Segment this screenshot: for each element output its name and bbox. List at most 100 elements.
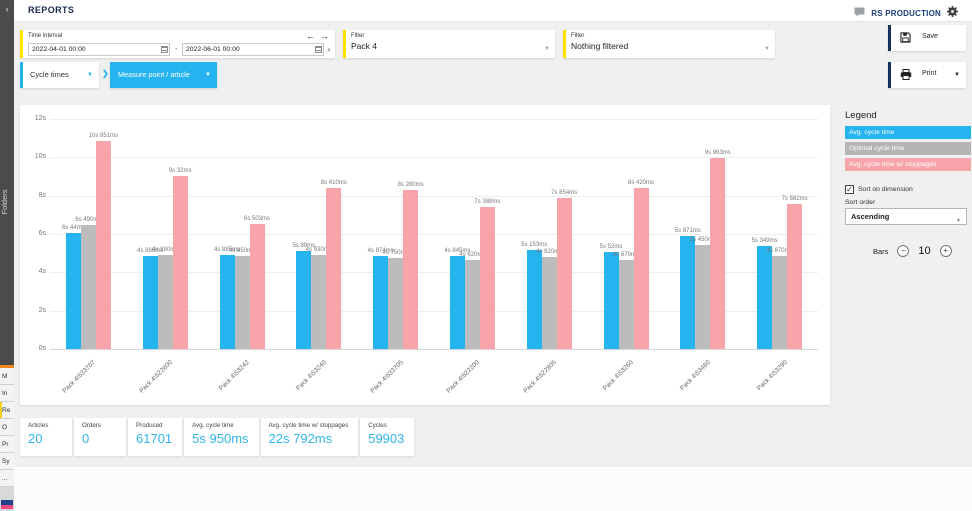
sidebar-tab-re[interactable]: Re <box>0 402 14 419</box>
gear-icon[interactable] <box>947 4 958 22</box>
x-axis-category-label: Pack 4\522200 <box>445 359 482 395</box>
bar-avg-cycle-time-w-stoppages[interactable] <box>479 207 495 349</box>
sidebar-tab-pr[interactable]: Pr <box>0 436 14 453</box>
bar-optimal-cycle-time[interactable] <box>80 224 96 349</box>
bar-avg-cycle-time-w-stoppages[interactable] <box>249 224 265 349</box>
bar-avg-cycle-time-w-stoppages[interactable] <box>633 187 649 349</box>
stat-card: Avg. cycle time w/ stoppages 22s 792ms <box>260 418 359 456</box>
checkbox-icon[interactable]: ✓ <box>845 185 854 194</box>
bars-value: 10 <box>918 245 931 257</box>
save-button[interactable]: Save <box>888 25 966 51</box>
calendar-icon[interactable] <box>315 46 322 53</box>
sidebar-tab-m[interactable]: M <box>0 368 14 385</box>
filter-label: Filter <box>351 33 365 39</box>
bar-avg-cycle-time[interactable] <box>603 252 619 349</box>
filter-dropdown-icon[interactable]: ▼ <box>764 46 770 52</box>
bar-optimal-cycle-time[interactable] <box>234 256 250 349</box>
bar-avg-cycle-time-w-stoppages[interactable] <box>710 158 726 349</box>
pack-filter-card[interactable]: Filter Pack 4 ▼ <box>343 30 555 58</box>
bar-avg-cycle-time[interactable] <box>373 255 389 349</box>
filter-accent-bar <box>343 30 346 58</box>
sort-order-select[interactable]: Ascending ▼ <box>845 208 967 225</box>
bar-optimal-cycle-time[interactable] <box>388 257 404 349</box>
bar-optimal-cycle-time[interactable] <box>464 260 480 349</box>
bar-value-label: 4s 885ms <box>213 247 241 254</box>
bar-avg-cycle-time[interactable] <box>757 246 773 349</box>
expand-sidebar-icon[interactable]: › <box>5 4 9 14</box>
bar-optimal-cycle-time[interactable] <box>311 254 327 349</box>
extra-filter-card[interactable]: Filter Nothing filtered ▼ <box>563 30 775 58</box>
decrease-bars-button[interactable]: − <box>897 245 910 257</box>
bar-value-label: 4s 620ms <box>459 252 486 259</box>
bar-avg-cycle-time-w-stoppages[interactable] <box>326 187 342 349</box>
bar-optimal-cycle-time[interactable] <box>695 244 711 349</box>
bar-value-label: 4s 874ms <box>367 247 394 254</box>
bar-optimal-cycle-time[interactable] <box>618 259 634 349</box>
legend-item[interactable]: Avg. cycle time <box>845 126 971 139</box>
date-from-input[interactable] <box>28 43 170 56</box>
sidebar-tab-o[interactable]: O <box>0 419 14 436</box>
date-to-input[interactable] <box>182 43 324 56</box>
bar-avg-cycle-time[interactable] <box>219 255 235 349</box>
next-interval-icon[interactable]: → <box>320 31 329 41</box>
flag-icon[interactable] <box>1 500 13 509</box>
stat-label: Cycles <box>368 422 387 429</box>
bar-avg-cycle-time-w-stoppages[interactable] <box>95 141 111 349</box>
bar-optimal-cycle-time[interactable] <box>157 255 173 349</box>
filter-accent-bar <box>563 30 566 58</box>
button-accent-bar <box>888 62 891 88</box>
bar-avg-cycle-time-w-stoppages[interactable] <box>556 198 572 349</box>
y-axis-tick: 0s <box>38 345 46 352</box>
bar-value-label: 4s 670ms <box>612 251 640 258</box>
sort-on-dimension-checkbox[interactable]: ✓ Sort on dimension <box>845 185 971 194</box>
prev-interval-icon[interactable]: ← <box>306 31 315 41</box>
bar-avg-cycle-time[interactable] <box>449 256 465 349</box>
bar-avg-cycle-time-w-stoppages[interactable] <box>787 203 803 349</box>
sort-on-dimension-label: Sort on dimension <box>858 186 913 193</box>
bar-value-label: 4s 870ms <box>766 247 793 254</box>
dimension-dropdown[interactable]: Measure point / article ▼ <box>110 62 217 88</box>
bar-avg-cycle-time[interactable] <box>680 236 696 349</box>
bar-avg-cycle-time-w-stoppages[interactable] <box>403 190 419 349</box>
chip-accent-bar <box>20 62 23 88</box>
legend-item[interactable]: Optimal cycle time <box>845 142 971 155</box>
stat-value: 59903 <box>368 431 405 446</box>
bar-avg-cycle-time[interactable] <box>296 251 312 349</box>
bar-avg-cycle-time[interactable] <box>142 255 158 349</box>
report-type-value: Cycle times <box>30 70 69 79</box>
chat-icon[interactable] <box>854 4 865 22</box>
bar-avg-cycle-time-w-stoppages[interactable] <box>172 175 188 349</box>
legend-panel: Legend Avg. cycle time Optimal cycle time… <box>845 110 971 257</box>
bar-avg-cycle-time[interactable] <box>526 250 542 349</box>
increase-bars-button[interactable]: + <box>939 245 952 257</box>
time-dropdown-icon[interactable]: ▼ <box>326 48 332 54</box>
filter-dropdown-icon[interactable]: ▼ <box>544 46 550 52</box>
bar-value-label: 10s 851ms <box>88 133 119 140</box>
legend-item[interactable]: Avg. cycle time w/ stoppages <box>845 158 971 171</box>
gridline <box>50 157 818 159</box>
sidebar-more-tab[interactable]: ... <box>0 470 14 487</box>
print-button[interactable]: Print ▼ <box>888 62 966 88</box>
sort-order-value: Ascending <box>851 212 890 221</box>
x-axis-category-label: Pack 4\533705 <box>368 359 405 395</box>
bar-value-label: 6s 490ms <box>75 216 102 223</box>
bar-value-label: 7s 854ms <box>551 190 578 197</box>
sidebar-tab-sy[interactable]: Sy <box>0 453 14 470</box>
x-axis-category-label: Pack 4\53290 <box>755 359 789 393</box>
stat-value: 0 <box>82 431 90 446</box>
bar-avg-cycle-time[interactable] <box>65 233 81 349</box>
sort-order-label: Sort order <box>845 199 876 206</box>
brand-area: RS PRODUCTION <box>854 4 958 22</box>
bar-optimal-cycle-time[interactable] <box>772 255 788 349</box>
report-type-dropdown[interactable]: Cycle times ▼ <box>20 62 99 88</box>
chevron-right-icon: ❯ <box>102 69 109 78</box>
print-dropdown-icon[interactable]: ▼ <box>954 72 960 78</box>
sidebar-tab-in[interactable]: In <box>0 385 14 402</box>
bar-optimal-cycle-time[interactable] <box>541 256 557 349</box>
bar-value-label: 5s 349ms <box>751 238 778 245</box>
cycle-times-chart: 0s 2s 4s 6s 8s 10s 12s 6s 44ms 6s 490ms 10s 851ms… <box>20 105 830 405</box>
sidebar-bottom-tabs: M In Re O Pr Sy... <box>0 365 14 511</box>
calendar-icon[interactable] <box>161 46 168 53</box>
date-separator: - <box>175 46 178 53</box>
